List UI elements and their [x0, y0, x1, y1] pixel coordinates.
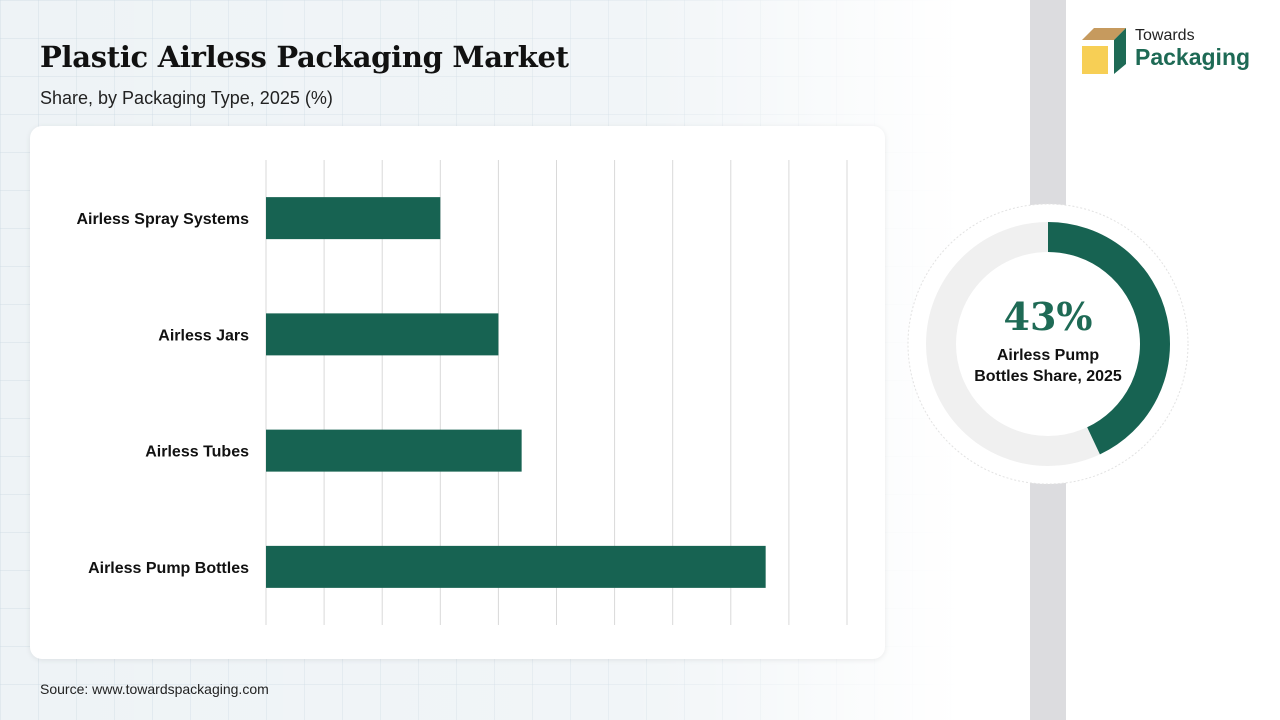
bar	[266, 429, 522, 472]
donut-caption-line1: Airless Pump	[997, 347, 1099, 364]
brand-logo: Towards Packaging	[1080, 26, 1250, 81]
box-logo-icon	[1082, 28, 1126, 74]
category-label: Airless Pump Bottles	[88, 560, 249, 577]
donut-value-arc	[1047, 222, 1170, 455]
bar	[266, 545, 766, 588]
donut-chart: 43% Airless Pump Bottles Share, 2025	[907, 203, 1189, 485]
category-label: Airless Spray Systems	[76, 211, 249, 228]
category-label: Airless Jars	[158, 327, 249, 344]
logo-text-towards: Towards	[1135, 27, 1195, 44]
category-label: Airless Tubes	[145, 444, 249, 461]
source-note: Source: www.towardspackaging.com	[40, 681, 269, 697]
chart-title: Plastic Airless Packaging Market	[40, 40, 569, 74]
logo-text-packaging: Packaging	[1135, 44, 1251, 70]
chart-subtitle: Share, by Packaging Type, 2025 (%)	[40, 88, 333, 108]
bar	[266, 197, 441, 240]
donut-caption-line2: Bottles Share, 2025	[974, 368, 1122, 385]
bar-chart: Airless Spray Systems Airless Jars Airless…	[76, 160, 848, 625]
donut-value-label: 43%	[1004, 294, 1093, 339]
bar	[266, 313, 499, 356]
